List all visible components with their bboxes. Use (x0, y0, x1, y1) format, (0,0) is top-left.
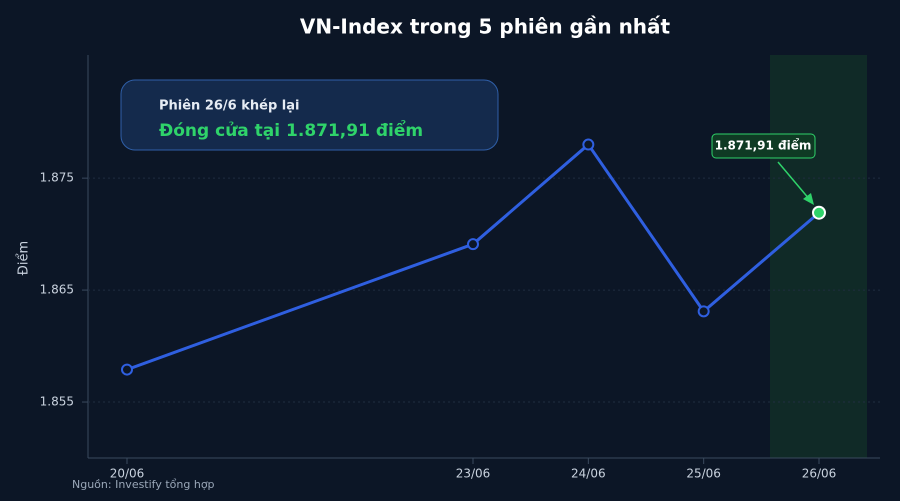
data-point (812, 205, 826, 220)
y-tick-label: 1.865 (40, 283, 74, 297)
annotation-box (120, 79, 499, 151)
callout-arrow (777, 161, 811, 201)
x-tick-label: 23/06 (456, 467, 491, 481)
callout-box (711, 133, 816, 159)
x-tick-label: 24/06 (571, 467, 606, 481)
y-tick-label: 1.875 (40, 171, 74, 185)
y-axis-label: Điểm (17, 241, 32, 275)
data-point (121, 363, 133, 376)
source: Nguồn: Investify tổng hợp (72, 478, 215, 491)
annotation-text: Đóng cửa tại 1.871,91 điểm (159, 119, 423, 141)
data-point (467, 238, 479, 251)
chart-title: VN-Index trong 5 phiên gần nhất (300, 15, 671, 39)
callout-text: 1.871,91 điểm (715, 138, 812, 153)
highlight-band (770, 55, 867, 458)
y-tick-label: 1.855 (40, 395, 74, 409)
x-tick-label: 25/06 (686, 467, 721, 481)
annotation-title: Phiên 26/6 khép lại (159, 99, 299, 114)
data-point (582, 138, 595, 151)
data-point (697, 305, 710, 318)
x-tick-label: 20/06 (110, 467, 145, 481)
callout-arrowhead (803, 193, 814, 205)
x-tick-label: 26/06 (802, 467, 837, 481)
